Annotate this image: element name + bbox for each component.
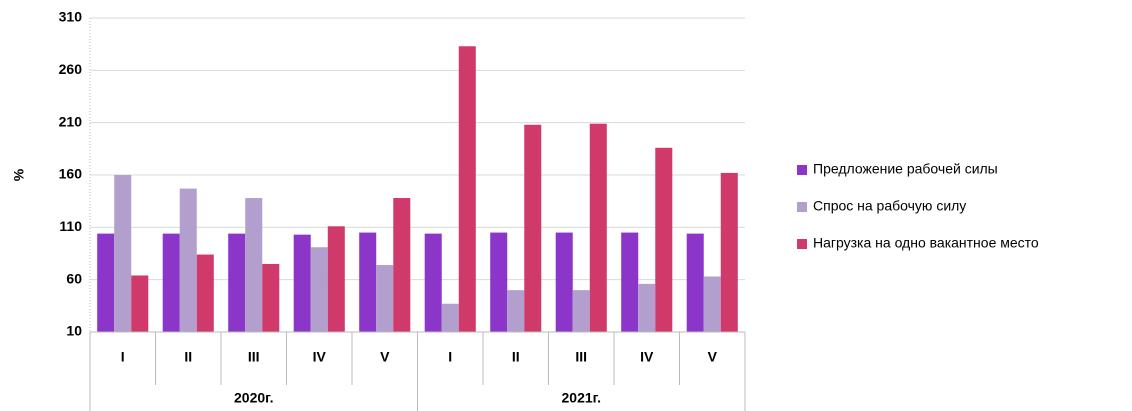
bar <box>293 234 311 332</box>
x-tick-label: V <box>708 349 718 365</box>
y-tick-label: 310 <box>59 9 83 25</box>
x-tick-label: IV <box>640 349 654 365</box>
legend-swatch <box>797 239 807 249</box>
bar <box>621 232 639 332</box>
bar <box>162 233 180 332</box>
legend-label: Нагрузка на одно вакантное место <box>813 235 1039 251</box>
bar <box>686 233 704 332</box>
bar <box>572 290 590 332</box>
y-tick-label: 60 <box>66 270 82 286</box>
x-tick-label: III <box>248 349 260 365</box>
bar <box>196 254 214 332</box>
bar <box>131 275 149 332</box>
bar <box>638 283 656 332</box>
bar <box>245 198 263 332</box>
bar <box>555 232 573 332</box>
bar <box>228 233 246 332</box>
legend-swatch <box>797 165 807 175</box>
y-axis-label: % <box>11 168 27 181</box>
x-tick-label: I <box>121 349 125 365</box>
bar <box>97 233 115 332</box>
y-tick-label: 160 <box>59 166 83 182</box>
bar <box>524 124 542 332</box>
group-label: 2020г. <box>234 390 273 406</box>
y-tick-label: 110 <box>59 218 82 234</box>
bar <box>490 232 508 332</box>
y-tick-label: 10 <box>66 323 82 339</box>
bar <box>458 46 476 332</box>
bar <box>327 226 345 332</box>
bar <box>262 263 280 332</box>
bar <box>424 233 442 332</box>
bar <box>359 232 377 332</box>
bar <box>376 265 394 332</box>
bar <box>310 247 328 332</box>
legend-label: Предложение рабочей силы <box>813 161 998 177</box>
bar <box>720 172 738 332</box>
bar <box>655 147 673 332</box>
legend-label: Спрос на рабочую силу <box>813 198 966 214</box>
x-tick-label: V <box>380 349 390 365</box>
bar <box>179 188 197 332</box>
bar <box>441 303 459 332</box>
legend-swatch <box>797 202 807 212</box>
x-tick-label: III <box>575 349 587 365</box>
group-label: 2021г. <box>562 390 601 406</box>
bar <box>114 175 132 332</box>
x-tick-label: II <box>512 349 520 365</box>
y-tick-label: 210 <box>59 113 83 129</box>
bar <box>589 123 607 332</box>
y-tick-label: 260 <box>59 61 83 77</box>
bar <box>507 290 525 332</box>
x-tick-label: II <box>184 349 192 365</box>
x-tick-label: I <box>448 349 452 365</box>
bar <box>703 276 721 332</box>
x-tick-label: IV <box>313 349 327 365</box>
bar <box>393 198 411 332</box>
